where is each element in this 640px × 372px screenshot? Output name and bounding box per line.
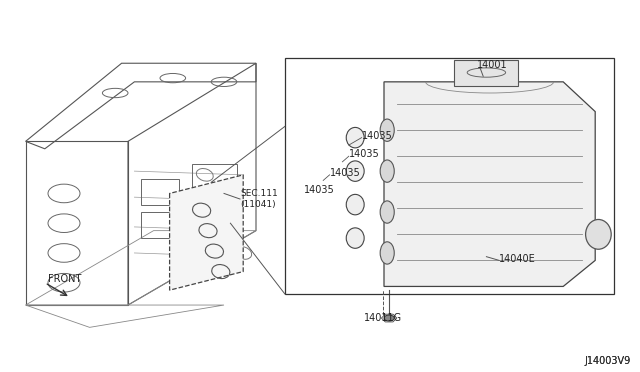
Text: FRONT: FRONT [48, 274, 81, 284]
Bar [454, 60, 518, 86]
Ellipse shape [380, 201, 394, 223]
Bar [285, 58, 614, 294]
Text: 14001: 14001 [477, 60, 508, 70]
Polygon shape [170, 175, 243, 290]
Text: 14035: 14035 [349, 150, 380, 159]
Text: SEC.111
(11041): SEC.111 (11041) [240, 189, 278, 209]
Text: J14003V9: J14003V9 [584, 356, 630, 366]
Ellipse shape [380, 119, 394, 141]
Ellipse shape [346, 128, 364, 148]
Circle shape [384, 315, 394, 321]
Polygon shape [384, 82, 595, 286]
Ellipse shape [586, 219, 611, 249]
Text: J14003V9: J14003V9 [584, 356, 630, 366]
Ellipse shape [380, 160, 394, 182]
Ellipse shape [346, 195, 364, 215]
Text: 14035: 14035 [362, 131, 392, 141]
Ellipse shape [346, 161, 364, 182]
Text: 14035: 14035 [330, 168, 360, 178]
Text: 14040E: 14040E [499, 254, 536, 263]
Text: 14011G: 14011G [364, 313, 402, 323]
Ellipse shape [380, 242, 394, 264]
Text: 14035: 14035 [304, 185, 335, 195]
Ellipse shape [346, 228, 364, 248]
